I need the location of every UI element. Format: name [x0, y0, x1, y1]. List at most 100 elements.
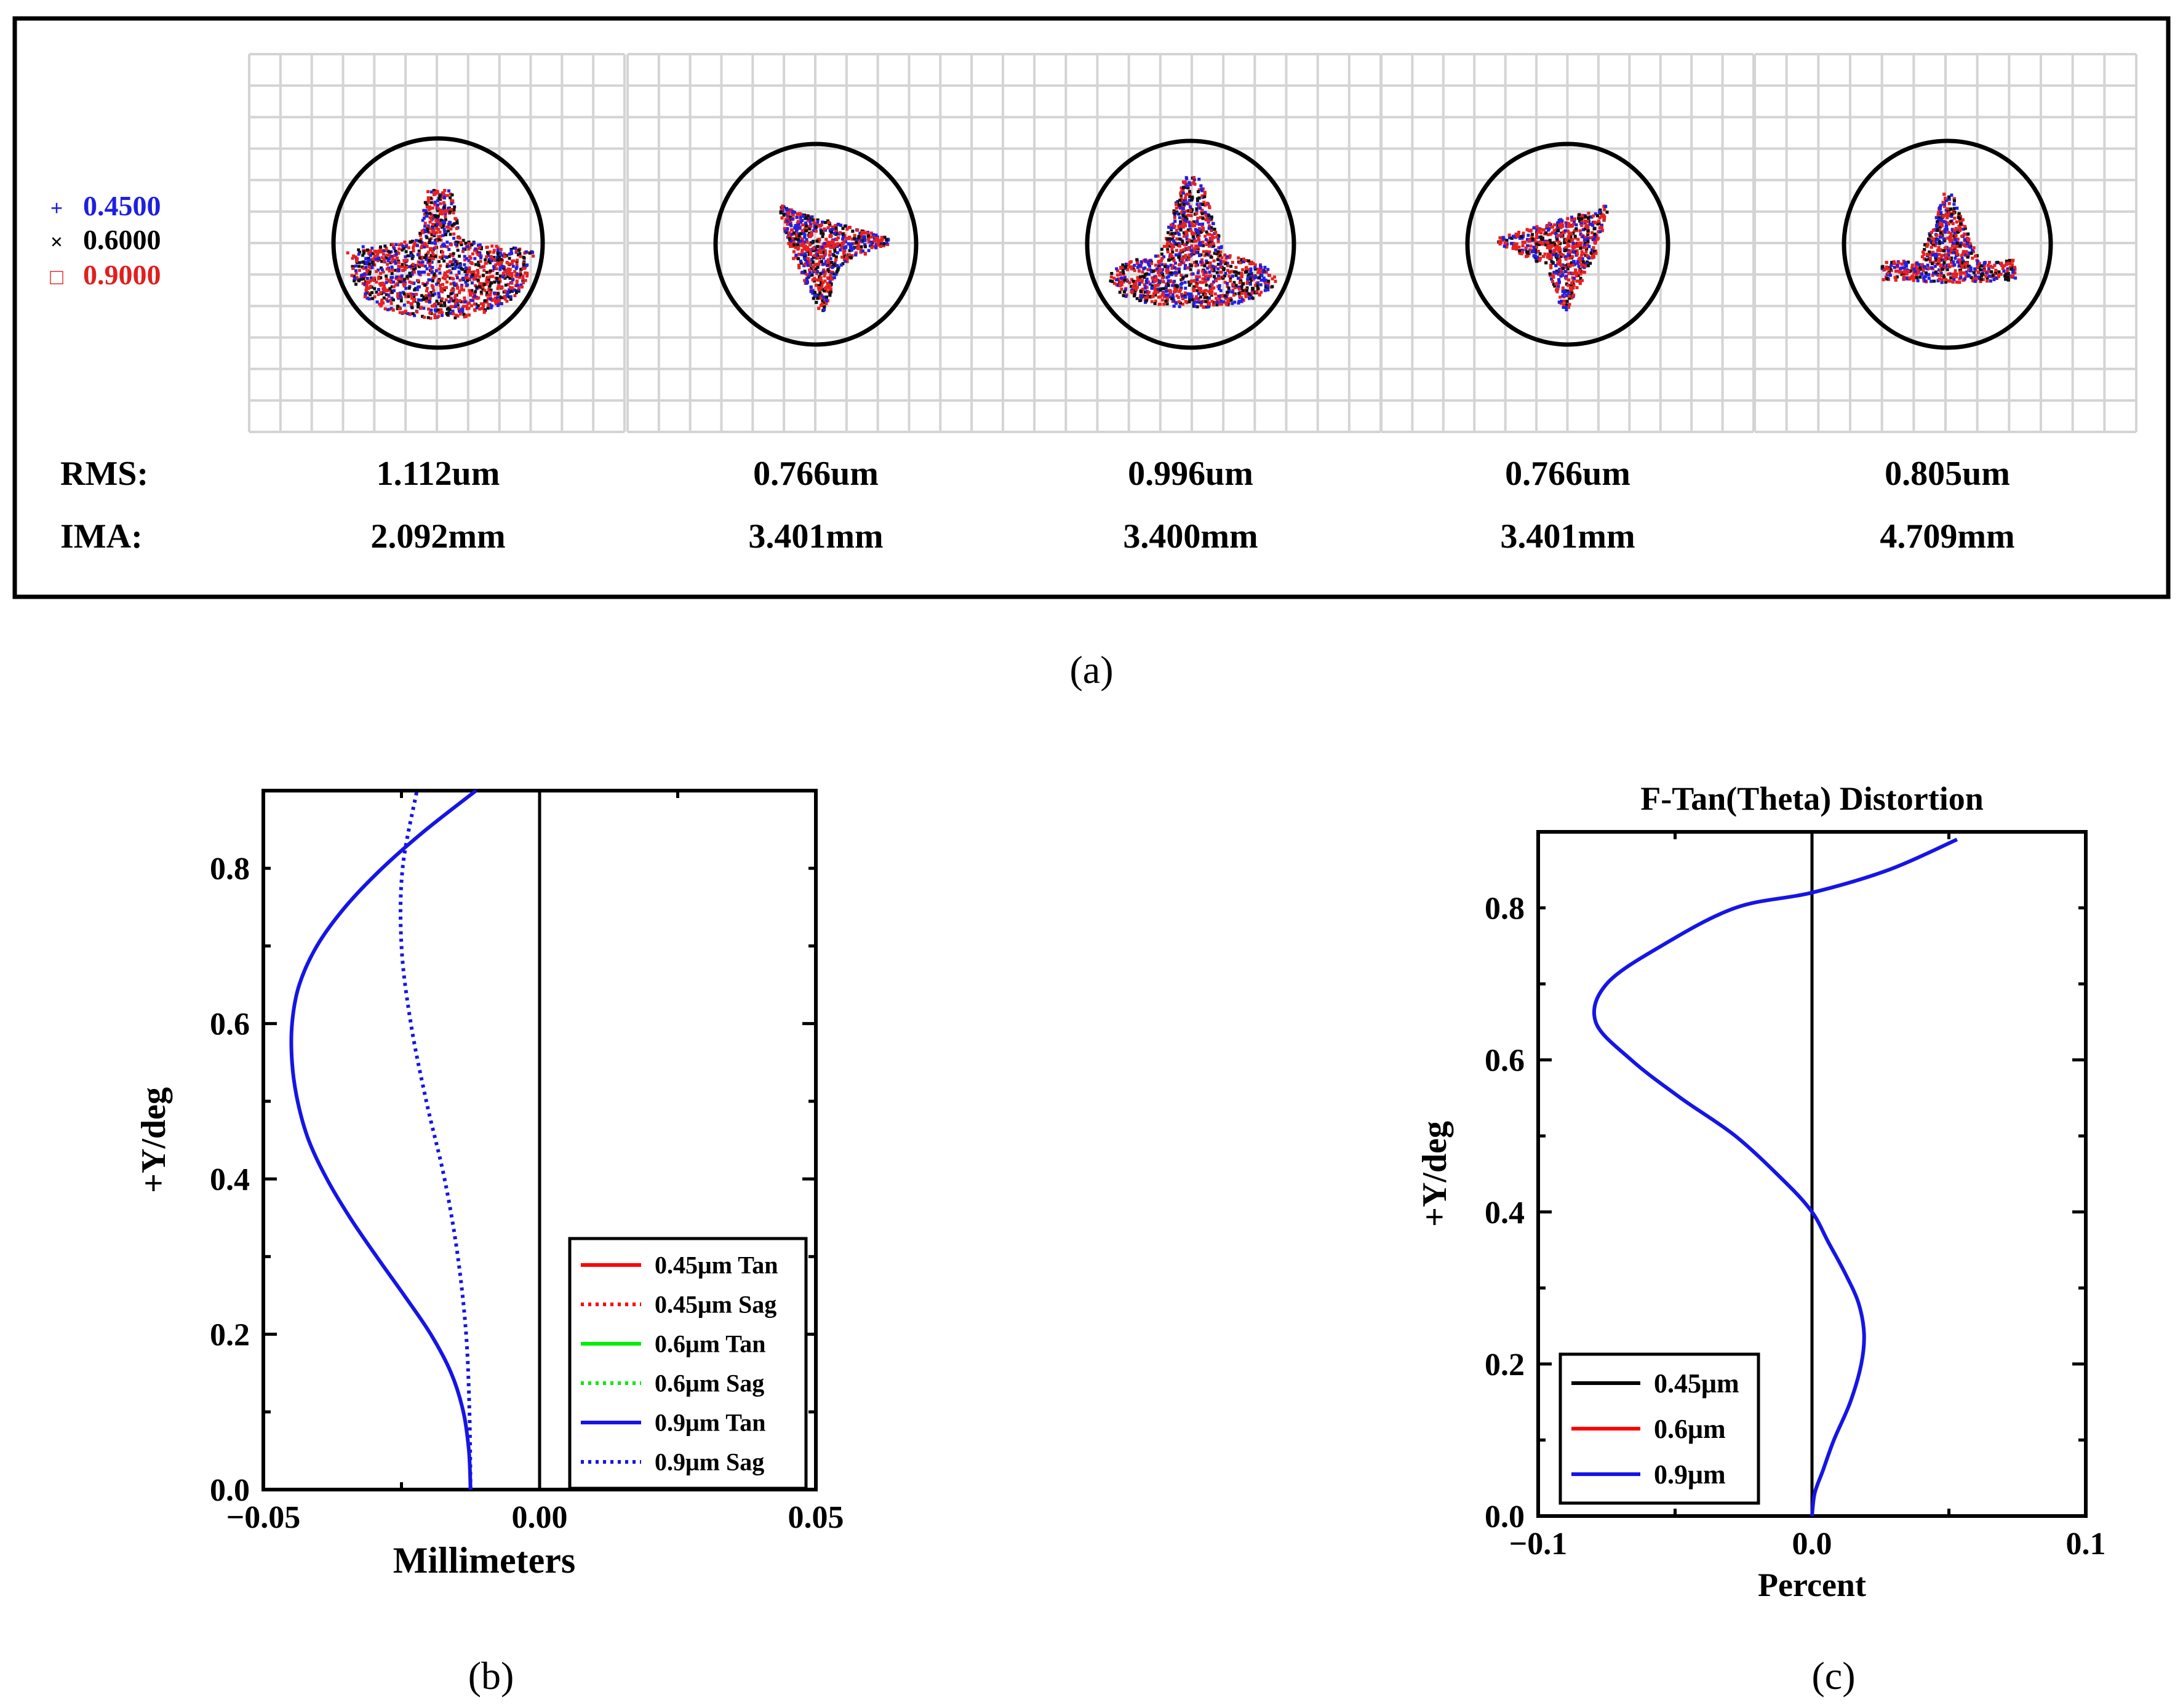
spot-point [386, 288, 389, 292]
spot-point [425, 267, 429, 271]
spot-point [1197, 226, 1201, 230]
spot-point [816, 245, 820, 249]
spot-point [369, 285, 372, 288]
spot-point [370, 266, 374, 269]
spot-point [812, 255, 815, 259]
spot-point [809, 253, 813, 256]
spot-point [498, 300, 501, 303]
spot-point [1181, 207, 1185, 210]
spot-point [1168, 256, 1171, 259]
spot-point [490, 256, 493, 260]
spot-point [357, 248, 361, 252]
spot-point [843, 253, 847, 257]
spot-point [1189, 209, 1192, 212]
spot-point [1175, 271, 1179, 275]
spot-point [423, 212, 426, 216]
spot-point [823, 305, 826, 309]
spot-point [1238, 281, 1242, 285]
spot-point [441, 250, 444, 254]
spot-point [1190, 244, 1194, 248]
spot-point [371, 257, 375, 261]
spot-point [1203, 253, 1207, 257]
spot-point [415, 292, 418, 296]
spot-point [822, 268, 826, 272]
spot-point [1179, 193, 1183, 197]
spot-point [492, 255, 495, 259]
spot-point [361, 282, 365, 285]
spot-point [807, 218, 810, 222]
spot-point [493, 258, 496, 261]
spot-point [1157, 262, 1161, 266]
spot-point [1183, 218, 1187, 222]
spot-point [441, 297, 444, 301]
spot-point [468, 266, 471, 269]
spot-point [490, 244, 494, 248]
spot-point [425, 205, 429, 209]
spot-point [379, 282, 383, 285]
spot-point [464, 241, 468, 245]
spot-point [1124, 295, 1128, 298]
spot-point [1227, 286, 1231, 290]
spot-point [1219, 261, 1223, 265]
spot-point [458, 278, 462, 282]
spot-point [1182, 248, 1186, 252]
spot-point [353, 274, 356, 278]
spot-point [809, 290, 813, 293]
spot-point [840, 244, 844, 247]
spot-point [805, 260, 808, 264]
spot-point [1164, 299, 1168, 303]
spot-point [479, 282, 482, 285]
spot-points-1 [346, 188, 535, 320]
spot-point [379, 304, 383, 308]
spot-point [1192, 237, 1196, 241]
spot-point [454, 305, 458, 308]
spot-point [479, 260, 482, 263]
spot-point [1178, 263, 1182, 266]
spot-point [452, 232, 456, 236]
spot-point [802, 247, 806, 251]
spot-point [1130, 277, 1133, 281]
spot-point [486, 281, 490, 284]
spot-point [841, 262, 845, 266]
spot-point [1138, 278, 1141, 282]
spot-point [450, 276, 454, 280]
spot-point [1170, 273, 1174, 276]
spot-point [1200, 194, 1204, 198]
spot-point [866, 231, 869, 235]
spot-point [835, 270, 839, 274]
spot-point [1181, 302, 1184, 306]
spot-point [1247, 259, 1250, 263]
spot-point [481, 274, 485, 277]
spot-point [486, 293, 490, 297]
spot-point [433, 234, 436, 237]
spot-point [453, 205, 457, 209]
spot-point [489, 269, 492, 273]
spot-point [433, 223, 436, 227]
spot-point [425, 289, 428, 293]
spot-point [411, 263, 415, 266]
spot-point [364, 260, 368, 264]
spot-point [415, 310, 419, 314]
spot-point [813, 277, 816, 281]
spot-point [1220, 256, 1224, 260]
spot-point [1195, 275, 1199, 279]
spot-point [522, 263, 525, 266]
spot-point [482, 283, 486, 286]
spot-point [783, 227, 786, 231]
spot-point [444, 231, 448, 234]
spot-point [492, 249, 496, 252]
spot-point [447, 300, 451, 303]
spot-point [378, 302, 381, 306]
spot-point [1179, 228, 1183, 232]
spot-point [400, 242, 403, 246]
spot-point [465, 305, 469, 308]
spot-point [1162, 295, 1166, 298]
spot-point [478, 251, 482, 255]
spot-point [1243, 289, 1247, 292]
spot-point [346, 251, 349, 255]
spot-point [501, 265, 505, 268]
spot-point [1152, 269, 1155, 273]
spot-point [437, 279, 441, 283]
spot-point [1224, 257, 1228, 260]
spot-point [1223, 281, 1227, 284]
